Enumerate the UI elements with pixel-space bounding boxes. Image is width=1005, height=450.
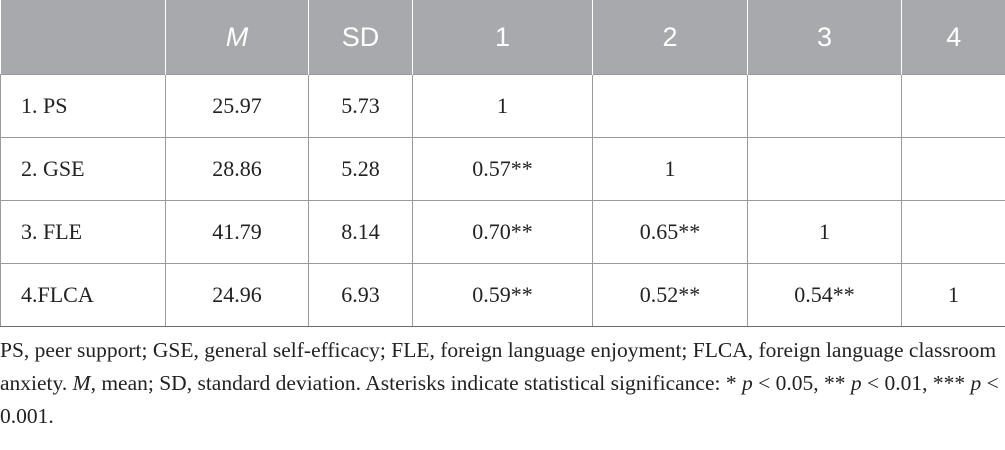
table-cell: 5.73 xyxy=(308,74,413,138)
table-cell: 5.28 xyxy=(308,137,413,201)
table-cell: 0.65** xyxy=(592,200,748,264)
header-cell-sd: SD xyxy=(308,0,413,75)
table-cell: 0.57** xyxy=(412,137,593,201)
p-symbol: p xyxy=(850,371,862,395)
table-cell: 41.79 xyxy=(165,200,309,264)
table-row: 3. FLE 41.79 8.14 0.70** 0.65** 1 xyxy=(0,200,1005,264)
table-cell xyxy=(747,74,902,138)
header-row: M SD 1 2 3 4 xyxy=(0,0,1005,75)
row-label: 4.FLCA xyxy=(0,263,166,327)
table-cell: 1 xyxy=(592,137,748,201)
header-cell-mean: M xyxy=(165,0,309,75)
header-cell-4: 4 xyxy=(901,0,1005,75)
table-cell: 6.93 xyxy=(308,263,413,327)
table-row: 1. PS 25.97 5.73 1 xyxy=(0,74,1005,138)
header-cell-1: 1 xyxy=(412,0,593,75)
p-symbol: p xyxy=(741,371,753,395)
row-label: 1. PS xyxy=(0,74,166,138)
mean-symbol: M xyxy=(72,371,91,395)
footnote-text: PS, peer support; GSE, general self-effi… xyxy=(0,338,997,395)
p-symbol: p xyxy=(970,371,982,395)
table-cell: 0.70** xyxy=(412,200,593,264)
correlation-table: M SD 1 2 3 4 1. PS 25.97 5.73 1 2. GSE 2… xyxy=(0,0,1005,327)
table-row: 2. GSE 28.86 5.28 0.57** 1 xyxy=(0,137,1005,201)
table-row: 4.FLCA 24.96 6.93 0.59** 0.52** 0.54** 1 xyxy=(0,263,1005,327)
table-cell: 0.52** xyxy=(592,263,748,327)
table-footnote: PS, peer support; GSE, general self-effi… xyxy=(0,334,1005,433)
footnote-text: < 0.01, *** xyxy=(861,371,971,395)
footnote-text: < 0.001. xyxy=(0,371,999,428)
table-cell xyxy=(901,200,1005,264)
footnote-text: , mean; SD, standard deviation. Asterisk… xyxy=(90,371,742,395)
header-cell-3: 3 xyxy=(747,0,902,75)
table-cell xyxy=(901,137,1005,201)
table-cell xyxy=(747,137,902,201)
row-label: 3. FLE xyxy=(0,200,166,264)
row-label: 2. GSE xyxy=(0,137,166,201)
table-cell: 24.96 xyxy=(165,263,309,327)
table-cell: 0.59** xyxy=(412,263,593,327)
table-cell: 0.54** xyxy=(747,263,902,327)
table-cell: 1 xyxy=(412,74,593,138)
table-cell: 1 xyxy=(901,263,1005,327)
header-cell-2: 2 xyxy=(592,0,748,75)
table-cell xyxy=(592,74,748,138)
table-cell: 28.86 xyxy=(165,137,309,201)
header-cell-blank xyxy=(0,0,166,75)
table-cell: 1 xyxy=(747,200,902,264)
table-cell xyxy=(901,74,1005,138)
footnote-text: < 0.05, ** xyxy=(752,371,851,395)
table-cell: 25.97 xyxy=(165,74,309,138)
table-cell: 8.14 xyxy=(308,200,413,264)
